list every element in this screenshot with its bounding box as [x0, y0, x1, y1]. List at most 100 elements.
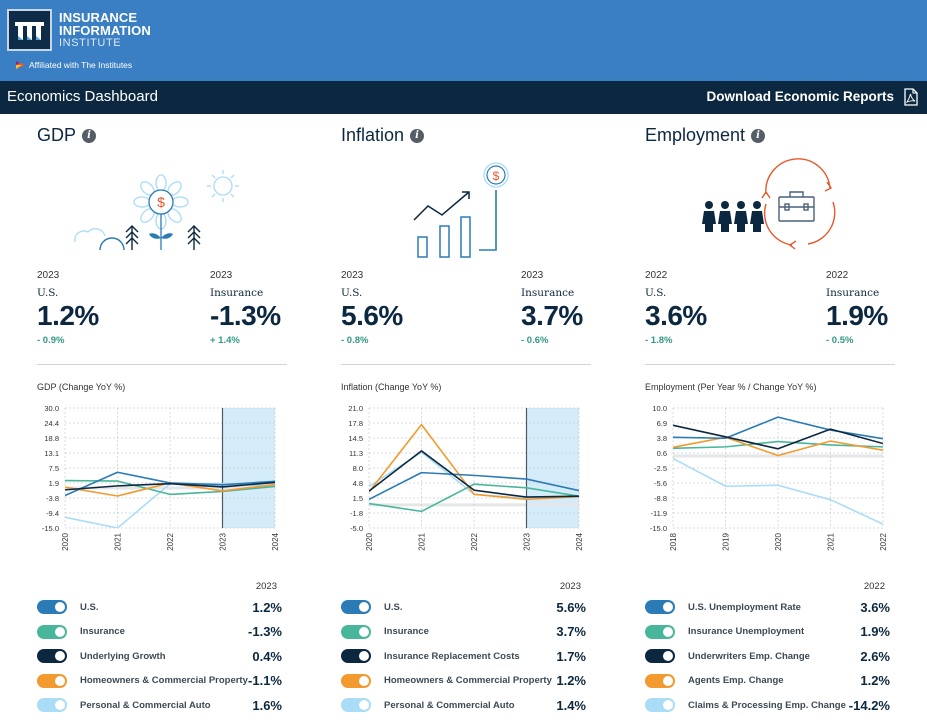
x-tick-label: 2018 [669, 532, 678, 550]
legend-label: Underwriters Emp. Change [688, 650, 810, 662]
kpi-label: Insurance [826, 287, 880, 299]
gdp-section: GDP i $ [37, 114, 307, 723]
series-toggle-agents-emp-change[interactable] [645, 673, 675, 688]
kpi-delta: + 1.4% [210, 335, 240, 346]
legend-value: 1.9% [860, 624, 890, 640]
x-tick-label: 2022 [166, 532, 175, 550]
legend-label: U.S. [80, 601, 99, 613]
kpi-value: 1.9% [826, 300, 888, 331]
kpi-us: 2023 U.S. 1.2% - 0.9% [37, 270, 167, 346]
series-line-u-s- [369, 471, 579, 501]
legend-value: 3.6% [860, 599, 890, 615]
y-tick-label: -3.8 [46, 494, 59, 503]
x-tick-label: 2021 [827, 532, 836, 550]
info-icon[interactable]: i [82, 128, 97, 143]
employment-section: Employment i 2022 U.S. 3.6% - 1.8% [645, 114, 915, 723]
legend: U.S. 5.6% Insurance 3.7% Insurance Repla… [341, 595, 586, 718]
series-toggle-insurance-replacement-costs[interactable] [341, 649, 371, 664]
affiliate-note[interactable]: Affiliated with The Institutes [16, 60, 132, 70]
legend-row: Homeowners & Commercial Property -1.1% [37, 669, 282, 694]
series-toggle-personal-commercial-auto[interactable] [341, 698, 371, 713]
legend-row: Claims & Processing Emp. Change -14.2% [645, 693, 890, 718]
kpi-label: U.S. [37, 287, 59, 299]
brand-header: INSURANCE INFORMATION INSTITUTE Affiliat… [0, 0, 927, 81]
series-toggle-personal-commercial-auto[interactable] [37, 698, 67, 713]
chart-title: Employment (Per Year % / Change YoY %) [645, 382, 817, 392]
legend-label: Homeowners & Commercial Property [384, 675, 552, 687]
legend-row: U.S. Unemployment Rate 3.6% [645, 595, 890, 620]
series-toggle-insurance[interactable] [37, 624, 67, 639]
series-toggle-us[interactable] [37, 600, 67, 615]
series-toggle-us-unemployment-rate[interactable] [645, 600, 675, 615]
series-toggle-insurance-unemployment[interactable] [645, 624, 675, 639]
legend-label: Claims & Processing Emp. Change [688, 699, 846, 711]
y-tick-label: 7.5 [49, 464, 59, 473]
iii-logo-icon[interactable] [7, 9, 52, 51]
series-toggle-underwriters-emp-change[interactable] [645, 649, 675, 664]
kpi-delta: - 0.8% [341, 335, 369, 346]
legend-row: Homeowners & Commercial Property 1.2% [341, 669, 586, 694]
download-reports-link[interactable]: Download Economic Reports [706, 89, 894, 104]
series-line-insurance [369, 483, 579, 513]
kpi-label: U.S. [341, 287, 363, 299]
legend-label: U.S. [384, 601, 403, 613]
series-toggle-us[interactable] [341, 600, 371, 615]
legend-label: U.S. Unemployment Rate [688, 601, 801, 613]
divider [37, 364, 287, 365]
info-icon[interactable]: i [751, 128, 766, 143]
legend-row: Insurance Unemployment 1.9% [645, 620, 890, 645]
legend-row: Insurance -1.3% [37, 620, 282, 645]
series-toggle-homeowners-commercial-property[interactable] [37, 673, 67, 688]
dashboard-nav-bar: Economics Dashboard Download Economic Re… [0, 81, 927, 114]
kpi-value: 1.2% [37, 300, 99, 331]
kpi-value: 3.6% [645, 300, 707, 331]
y-tick-label: 8.0 [353, 464, 363, 473]
info-icon[interactable]: i [410, 128, 425, 143]
inflation-section: Inflation i $ 2023 U.S. 5.6% - 0.8% 2023… [341, 114, 611, 723]
legend-value: 1.2% [860, 673, 890, 689]
kpi-label: U.S. [645, 287, 667, 299]
legend-value: -1.3% [248, 624, 282, 640]
kpi-year: 2022 [826, 270, 849, 281]
y-tick-label: 11.3 [349, 449, 363, 458]
series-line-claims-processing-emp-change [673, 457, 883, 525]
kpi-us: 2022 U.S. 3.6% - 1.8% [645, 270, 775, 346]
x-tick-label: 2023 [523, 532, 532, 550]
kpi-value: 5.6% [341, 300, 403, 331]
y-tick-label: 6.9 [657, 419, 667, 428]
legend-label: Insurance Replacement Costs [384, 650, 520, 662]
brand-line-1: INSURANCE [59, 10, 138, 25]
series-toggle-underlying-growth[interactable] [37, 649, 67, 664]
legend-value: 1.2% [252, 599, 282, 615]
chart-title: GDP (Change YoY %) [37, 382, 126, 392]
x-tick-label: 2022 [470, 532, 479, 550]
kpi-delta: - 0.9% [37, 335, 65, 346]
series-line-underwriters-emp-change [673, 424, 883, 450]
legend-row: Underwriters Emp. Change 2.6% [645, 644, 890, 669]
series-line-insurance [65, 479, 275, 496]
legend-value: -14.2% [848, 697, 890, 713]
series-line-insurance-replacement-costs [369, 450, 579, 498]
series-toggle-homeowners-commercial-property[interactable] [341, 673, 371, 688]
y-tick-label: 14.5 [348, 434, 363, 443]
page-title: Economics Dashboard [7, 88, 158, 105]
legend-value: -1.1% [248, 673, 282, 689]
legend: U.S. Unemployment Rate 3.6% Insurance Un… [645, 595, 890, 718]
y-tick-label: 0.6 [657, 449, 667, 458]
brand-line-2: INFORMATION [59, 22, 151, 38]
kpi-year: 2023 [210, 270, 233, 281]
y-tick-label: -15.0 [650, 524, 667, 533]
legend-row: Agents Emp. Change 1.2% [645, 669, 890, 694]
y-tick-label: 3.8 [657, 434, 667, 443]
legend-year: 2023 [559, 581, 581, 592]
series-toggle-insurance[interactable] [341, 624, 371, 639]
kpi-insurance: 2023 Insurance 3.7% - 0.6% [521, 270, 651, 346]
kpi-value: -1.3% [210, 300, 281, 331]
series-toggle-claims-processing-emp-change[interactable] [645, 698, 675, 713]
legend-value: 1.7% [556, 648, 586, 664]
y-tick-label: 13.1 [44, 449, 59, 458]
pdf-icon[interactable] [904, 88, 918, 106]
